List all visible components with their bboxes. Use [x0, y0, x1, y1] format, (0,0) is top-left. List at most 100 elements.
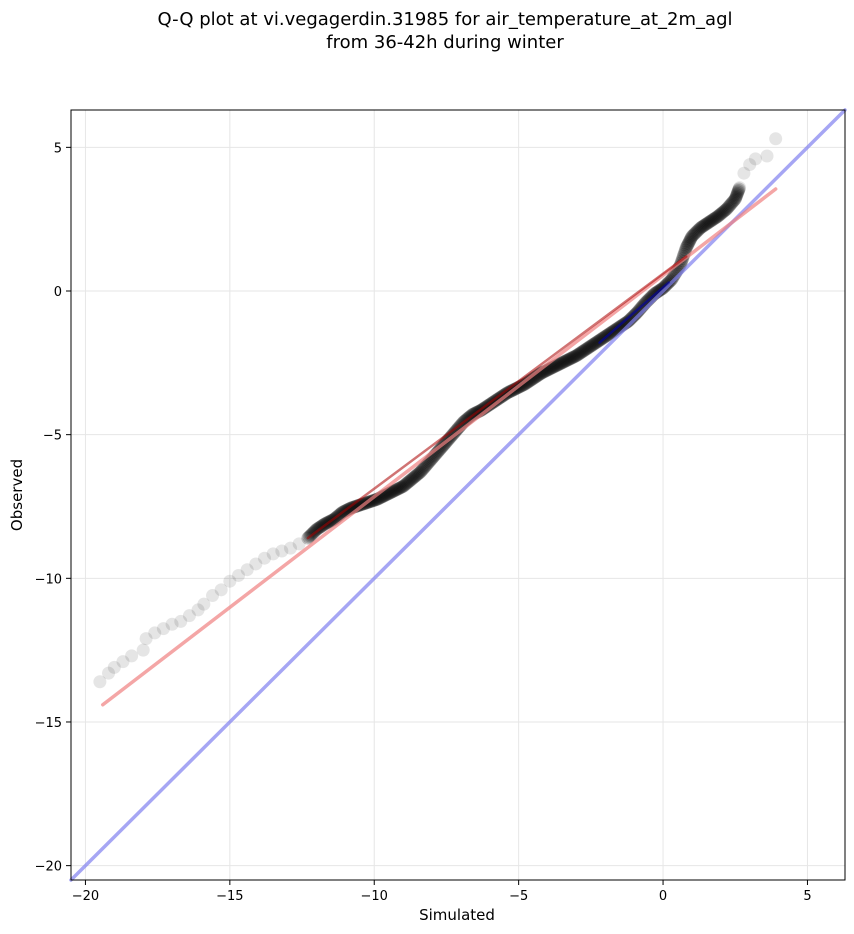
qq-point	[550, 358, 564, 372]
qq-point	[711, 209, 725, 223]
chart-title-line2: from 36-42h during winter	[326, 32, 564, 53]
qq-point	[702, 215, 716, 229]
qq-point	[521, 375, 535, 389]
qq-point	[283, 541, 297, 555]
qq-point	[678, 243, 692, 257]
qq-point	[240, 563, 254, 577]
qq-point	[417, 461, 431, 475]
qq-point	[390, 483, 404, 497]
qq-point	[722, 200, 736, 214]
qq-point	[683, 234, 697, 248]
qq-point	[708, 211, 722, 225]
qq-point	[720, 202, 734, 216]
qq-point	[681, 237, 695, 251]
x-tick-label: −10	[361, 889, 388, 904]
qq-point	[694, 221, 708, 235]
qq-point	[396, 479, 410, 493]
y-tick-label: −5	[43, 429, 62, 444]
qq-point	[585, 339, 599, 353]
qq-point	[728, 192, 742, 206]
qq-point	[565, 351, 579, 365]
qq-point	[556, 355, 570, 369]
qq-point	[743, 158, 757, 172]
qq-point	[580, 341, 594, 355]
qq-point	[182, 609, 196, 623]
qq-point	[409, 469, 423, 483]
qq-point	[419, 459, 433, 473]
qq-point	[725, 196, 739, 210]
qq-point	[563, 352, 577, 366]
qq-point	[680, 239, 694, 253]
qq-point	[592, 334, 606, 348]
qq-point	[721, 201, 735, 215]
y-tick-label: −10	[35, 572, 62, 587]
qq-point	[387, 484, 401, 498]
qq-point	[266, 547, 280, 561]
qq-point	[703, 214, 717, 228]
qq-point	[411, 467, 425, 481]
qq-point	[586, 338, 600, 352]
qq-point	[382, 486, 396, 500]
qq-point	[717, 204, 731, 218]
x-tick-label: −20	[72, 889, 99, 904]
qq-point	[706, 213, 720, 227]
qq-point	[589, 336, 603, 350]
qq-point	[575, 345, 589, 359]
qq-point	[416, 463, 430, 477]
qq-point	[567, 350, 581, 364]
qq-point	[384, 485, 398, 499]
qq-points	[93, 132, 783, 689]
qq-point	[587, 337, 601, 351]
qq-point	[582, 340, 596, 354]
qq-point	[570, 348, 584, 362]
qq-point	[405, 472, 419, 486]
qq-point	[524, 373, 538, 387]
qq-point	[206, 589, 220, 603]
qq-point	[594, 332, 608, 346]
qq-point	[719, 203, 733, 217]
qq-point	[404, 473, 418, 487]
qq-point	[554, 356, 568, 370]
qq-point	[249, 557, 263, 571]
qq-point	[574, 346, 588, 360]
qq-point	[560, 354, 574, 368]
qq-point	[581, 341, 595, 355]
qq-point	[383, 486, 397, 500]
qq-point	[712, 208, 726, 222]
qq-point	[593, 333, 607, 347]
qq-point	[420, 457, 434, 471]
x-axis-label: Simulated	[419, 906, 495, 924]
y-tick-label: −20	[35, 860, 62, 875]
qq-point	[553, 357, 567, 371]
qq-point	[520, 376, 534, 390]
qq-point	[557, 355, 571, 369]
qq-point	[748, 152, 762, 166]
qq-point	[588, 336, 602, 350]
qq-point	[687, 227, 701, 241]
qq-point	[726, 195, 740, 209]
qq-point	[559, 354, 573, 368]
qq-point	[697, 219, 711, 233]
local-fit-blue-line	[598, 281, 671, 344]
qq-point	[715, 206, 729, 220]
qq-point	[729, 191, 743, 205]
x-tick-label: 5	[803, 889, 811, 904]
qq-point	[402, 475, 416, 489]
qq-point	[214, 583, 228, 597]
qq-point	[406, 471, 420, 485]
qq-point	[367, 493, 381, 507]
identity-line	[69, 108, 847, 882]
qq-point	[709, 211, 723, 225]
qq-point	[685, 229, 699, 243]
qq-point	[730, 188, 744, 202]
qq-point	[389, 483, 403, 497]
qq-point	[125, 649, 139, 663]
qq-point	[730, 186, 744, 200]
x-tick-label: 0	[659, 889, 667, 904]
qq-point	[385, 485, 399, 499]
qq-point	[561, 353, 575, 367]
qq-point	[562, 352, 576, 366]
qq-point	[393, 481, 407, 495]
qq-point	[197, 597, 211, 611]
qq-point	[569, 349, 583, 363]
